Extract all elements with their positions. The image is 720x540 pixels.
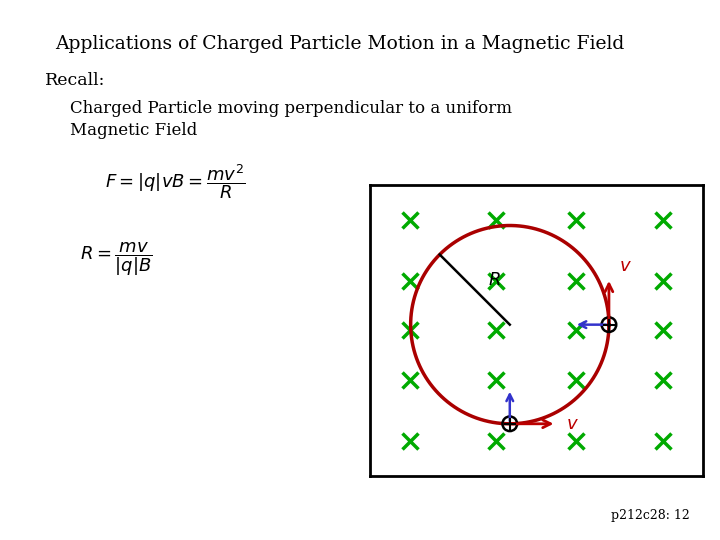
Text: $R$: $R$ bbox=[488, 271, 501, 288]
Text: Charged Particle moving perpendicular to a uniform: Charged Particle moving perpendicular to… bbox=[70, 100, 512, 117]
Text: $v$: $v$ bbox=[619, 256, 631, 275]
Text: $R=\dfrac{mv}{|q|B}$: $R=\dfrac{mv}{|q|B}$ bbox=[80, 240, 153, 278]
Text: p212c28: 12: p212c28: 12 bbox=[611, 509, 690, 522]
Text: $F=|q|vB=\dfrac{mv^2}{R}$: $F=|q|vB=\dfrac{mv^2}{R}$ bbox=[105, 162, 246, 201]
Text: $v$: $v$ bbox=[567, 415, 579, 433]
Text: Applications of Charged Particle Motion in a Magnetic Field: Applications of Charged Particle Motion … bbox=[55, 35, 624, 53]
Text: Magnetic Field: Magnetic Field bbox=[70, 122, 197, 139]
Text: Recall:: Recall: bbox=[45, 72, 105, 89]
